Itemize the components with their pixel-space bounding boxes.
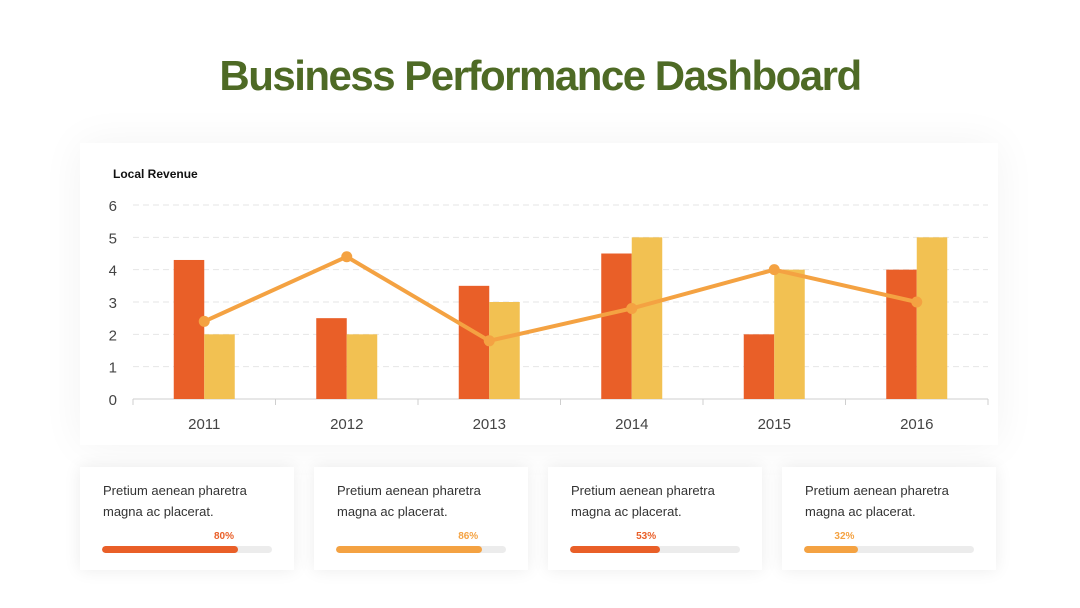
stat-card-4: Pretium aenean pharetra magna ac placera…: [782, 467, 996, 570]
bar: [916, 237, 948, 399]
bar: [346, 334, 378, 399]
x-tick-label: 2011: [188, 416, 220, 433]
stat-text: Pretium aenean pharetra magna ac placera…: [571, 483, 715, 519]
progress-track: [570, 546, 740, 553]
bar: [774, 269, 805, 399]
line-point: [198, 315, 210, 327]
x-tick-label: 2014: [615, 416, 648, 433]
bar: [316, 318, 347, 399]
stat-percent: 32%: [834, 531, 855, 542]
line-point: [626, 302, 638, 314]
stat-text: Pretium aenean pharetra magna ac placera…: [337, 483, 481, 519]
chart-title: Local Revenue: [113, 167, 198, 181]
y-tick-label: 5: [109, 230, 117, 247]
line-point: [483, 335, 495, 347]
progress-track: [804, 546, 974, 553]
y-tick-label: 4: [109, 263, 117, 280]
y-tick-label: 1: [109, 360, 117, 377]
bar: [489, 302, 520, 399]
progress-track: [102, 546, 272, 553]
stat-card-1: Pretium aenean pharetra magna ac placera…: [80, 467, 294, 570]
bar: [173, 259, 205, 399]
bar: [601, 253, 632, 399]
bar: [886, 269, 917, 399]
bar: [204, 334, 235, 399]
x-tick-label: 2012: [330, 416, 363, 433]
progress-fill: [570, 546, 661, 553]
stat-percent: 53%: [636, 531, 657, 542]
stat-percent: 86%: [458, 531, 479, 542]
x-tick-label: 2013: [473, 416, 506, 433]
x-tick-label: 2016: [900, 416, 933, 433]
stat-text: Pretium aenean pharetra magna ac placera…: [103, 483, 247, 519]
line-series: [203, 254, 918, 343]
revenue-chart: 0 1 2 3 4 5 6 2011 2012 2013 2014 2015 2016: [109, 198, 989, 433]
progress-fill: [102, 546, 238, 553]
stat-text: Pretium aenean pharetra magna ac placera…: [805, 483, 949, 519]
stat-percent: 80%: [214, 531, 235, 542]
progress-fill: [336, 546, 483, 553]
line-point: [911, 296, 923, 308]
progress-fill: [804, 546, 859, 553]
page-title: Business Performance Dashboard: [219, 52, 862, 99]
y-tick-label: 0: [109, 392, 117, 409]
stat-card-3: Pretium aenean pharetra magna ac placera…: [548, 467, 762, 570]
stat-card-2: Pretium aenean pharetra magna ac placera…: [314, 467, 528, 570]
y-tick-label: 3: [109, 295, 117, 312]
bar: [743, 334, 775, 399]
x-tick-label: 2015: [758, 416, 791, 433]
bar: [631, 237, 663, 399]
revenue-chart-card: 0 1 2 3 4 5 6 2011 2012 2013 2014 2015 2016 Local Re…: [80, 143, 998, 445]
progress-track: [336, 546, 506, 553]
y-tick-label: 2: [109, 327, 117, 344]
y-tick-label: 6: [109, 198, 117, 215]
line-point: [768, 264, 780, 276]
line-point: [341, 251, 353, 263]
